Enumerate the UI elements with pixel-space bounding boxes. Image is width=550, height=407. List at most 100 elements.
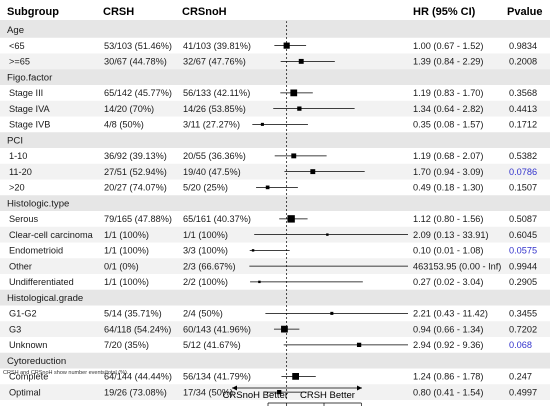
crsh-value: 0/1 (0%) <box>104 261 139 271</box>
crsnoh-value: 60/143 (41.96%) <box>183 324 251 334</box>
subgroup-label: Undifferentiated <box>9 277 74 287</box>
hr-point-marker <box>356 342 362 348</box>
footnote: CRSH and CRSnoH show number events/total… <box>3 370 129 376</box>
hr-point-marker <box>326 233 329 236</box>
pvalue-value: 0.068 <box>509 340 532 350</box>
crsh-value: 30/67 (44.78%) <box>104 57 167 67</box>
crsnoh-value: 56/134 (41.79%) <box>183 372 251 382</box>
hr-ci-value: 0.35 (0.08 - 1.57) <box>413 120 483 130</box>
group-header-band <box>0 69 550 85</box>
crsh-value: 1/1 (100%) <box>104 277 149 287</box>
hr-ci-value: 0.94 (0.66 - 1.34) <box>413 324 483 334</box>
pvalue-value: 0.9944 <box>509 261 537 271</box>
hr-point-marker <box>330 311 334 315</box>
group-header-label: Figo.factor <box>7 72 53 83</box>
subgroup-label: >=65 <box>9 57 30 67</box>
crsnoh-value: 5/20 (25%) <box>183 183 228 193</box>
hr-point-marker <box>310 169 316 175</box>
subgroup-label: Endometrioid <box>9 246 63 256</box>
hr-ci-value: 1.70 (0.94 - 3.09) <box>413 167 483 177</box>
subgroup-label: G3 <box>9 324 21 334</box>
hr-point-marker <box>292 372 300 380</box>
pvalue-value: 0.4997 <box>509 387 537 397</box>
subgroup-label: >20 <box>9 183 25 193</box>
hr-point-marker <box>265 185 270 190</box>
hr-ci-value: 1.24 (0.86 - 1.78) <box>413 372 483 382</box>
direction-labels: CRSnoH Better CRSH Better <box>223 385 362 401</box>
pvalue-value: 0.4413 <box>509 104 537 114</box>
hr-ci-value: 463153.95 (0.00 - Inf) <box>413 261 501 271</box>
group-header-band <box>0 195 550 211</box>
pvalue-value: 0.2905 <box>509 277 537 287</box>
hr-ci-value: 2.09 (0.13 - 33.91) <box>413 230 489 240</box>
crsnoh-value: 17/34 (50%) <box>183 387 233 397</box>
group-header-label: Age <box>7 25 24 36</box>
pvalue-value: 0.5382 <box>509 151 537 161</box>
hr-point-marker <box>290 89 298 97</box>
hr-ci-value: 1.34 (0.64 - 2.82) <box>413 104 483 114</box>
group-header-label: Histological.grade <box>7 293 83 304</box>
left-arrowhead-icon <box>232 385 237 391</box>
hr-ci-value: 1.19 (0.83 - 1.70) <box>413 88 483 98</box>
column-header-pvalue: Pvalue <box>507 6 542 18</box>
column-header-hr: HR (95% CI) <box>413 6 476 18</box>
hr-ci-value: 2.21 (0.43 - 11.42) <box>413 309 488 319</box>
crsnoh-value: 41/103 (39.81%) <box>183 41 251 51</box>
hr-ci-value: 1.39 (0.84 - 2.29) <box>413 57 483 67</box>
subgroup-label: Optimal <box>9 387 41 397</box>
pvalue-value: 0.1507 <box>509 183 537 193</box>
crsh-value: 64/118 (54.24%) <box>104 324 171 334</box>
crsnoh-value: 2/4 (50%) <box>183 309 223 319</box>
crsh-value: 79/165 (47.88%) <box>104 214 172 224</box>
subgroup-label: Clear-cell carcinoma <box>9 230 94 240</box>
hr-point-marker <box>251 249 255 252</box>
left-direction-label: CRSnoH Better <box>223 390 288 401</box>
group-header-band <box>0 132 550 148</box>
table-rows: Age <65 53/103 (51.46%) 41/103 (39.81%) 1.00… <box>7 25 537 397</box>
crsh-value: 36/92 (39.13%) <box>104 151 167 161</box>
crsh-value: 64/144 (44.44%) <box>104 372 172 382</box>
hr-point-marker <box>298 58 304 64</box>
pvalue-value: 0.247 <box>509 372 532 382</box>
pvalue-value: 0.7202 <box>509 324 537 334</box>
pvalue-value: 0.3455 <box>509 309 537 319</box>
crsh-value: 7/20 (35%) <box>104 340 149 350</box>
crsh-value: 19/26 (73.08%) <box>104 387 167 397</box>
column-header-crsh: CRSH <box>103 6 134 18</box>
column-header-subgroup: Subgroup <box>7 6 59 18</box>
group-header-label: Cytoreduction <box>7 356 66 367</box>
crsnoh-value: 5/12 (41.67%) <box>183 340 241 350</box>
pvalue-value: 0.0575 <box>509 246 537 256</box>
crsnoh-value: 2/2 (100%) <box>183 277 228 287</box>
pvalue-value: 0.2008 <box>509 57 537 67</box>
subgroup-label: Other <box>9 261 32 271</box>
group-header-band <box>0 352 550 369</box>
crsnoh-value: 3/3 (100%) <box>183 246 228 256</box>
hr-ci-value: 1.12 (0.80 - 1.56) <box>413 214 483 224</box>
pvalue-value: 0.1712 <box>509 120 537 130</box>
hr-ci-value: 0.10 (0.01 - 1.08) <box>413 246 483 256</box>
crsnoh-value: 1/1 (100%) <box>183 230 228 240</box>
hr-point-marker <box>291 153 297 159</box>
hr-point-marker <box>260 122 264 126</box>
crsh-value: 1/1 (100%) <box>104 246 149 256</box>
hr-ci-value: 0.80 (0.41 - 1.54) <box>413 387 483 397</box>
subgroup-label: Stage III <box>9 88 43 98</box>
crsh-value: 14/20 (70%) <box>104 104 154 114</box>
hr-point-marker <box>287 215 295 223</box>
crsh-value: 65/142 (45.77%) <box>104 88 172 98</box>
pvalue-value: 0.6045 <box>509 230 537 240</box>
pvalue-value: 0.9834 <box>509 41 537 51</box>
pvalue-value: 0.5087 <box>509 214 537 224</box>
crsh-value: 20/27 (74.07%) <box>104 183 167 193</box>
crsh-value: 1/1 (100%) <box>104 230 149 240</box>
group-header-label: Histologic.type <box>7 198 69 209</box>
group-header-band <box>0 22 550 38</box>
crsnoh-value: 14/26 (53.85%) <box>183 104 246 114</box>
hr-ci-value: 0.49 (0.18 - 1.30) <box>413 183 483 193</box>
subgroup-label: Stage IVB <box>9 120 50 130</box>
subgroup-label: 11-20 <box>9 167 32 177</box>
subgroup-label: <65 <box>9 41 25 51</box>
crsnoh-value: 56/133 (42.11%) <box>183 88 250 98</box>
